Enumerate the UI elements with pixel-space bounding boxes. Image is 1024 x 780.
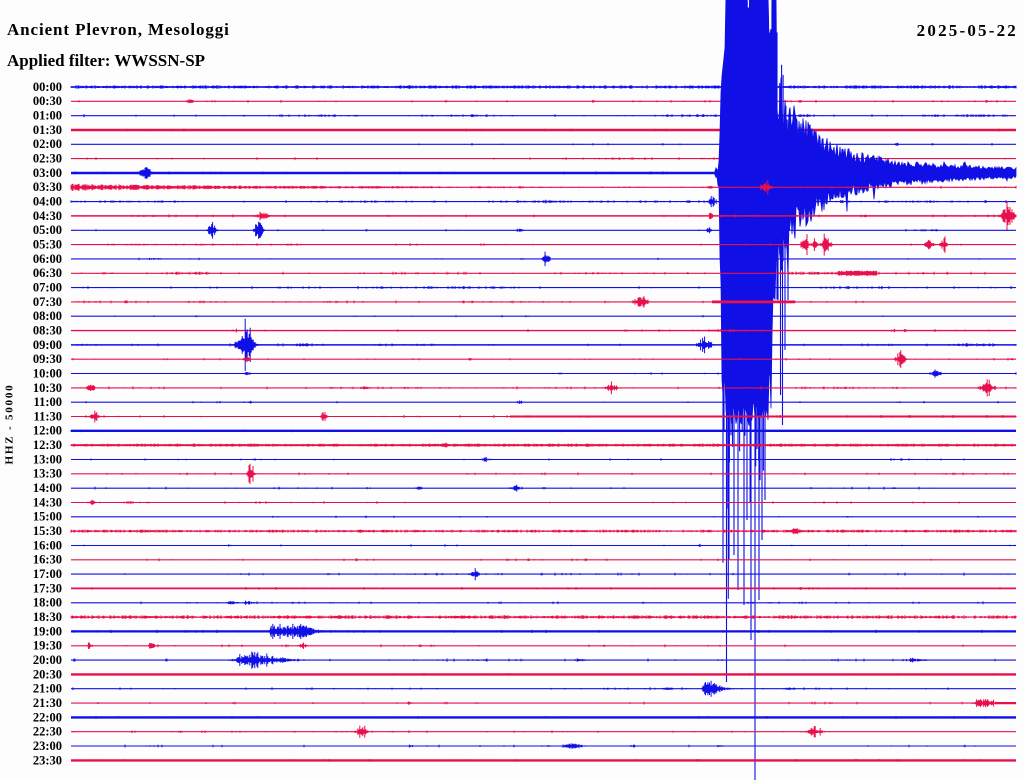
- svg-text:18:00: 18:00: [33, 596, 62, 610]
- svg-text:23:30: 23:30: [33, 753, 62, 767]
- svg-text:Ancient Plevron, Mesologgi: Ancient Plevron, Mesologgi: [7, 20, 230, 39]
- svg-text:00:30: 00:30: [33, 94, 62, 108]
- svg-text:2025-05-22: 2025-05-22: [917, 21, 1018, 40]
- svg-text:09:00: 09:00: [33, 338, 62, 352]
- svg-text:11:00: 11:00: [34, 395, 62, 409]
- svg-text:18:30: 18:30: [33, 610, 62, 624]
- svg-text:05:00: 05:00: [33, 223, 62, 237]
- svg-text:12:30: 12:30: [33, 438, 62, 452]
- svg-text:Applied filter: WWSSN-SP: Applied filter: WWSSN-SP: [7, 51, 205, 70]
- svg-text:19:00: 19:00: [33, 624, 62, 638]
- svg-text:04:30: 04:30: [33, 209, 62, 223]
- svg-text:22:30: 22:30: [33, 725, 62, 739]
- svg-text:HHZ - 50000: HHZ - 50000: [4, 384, 16, 465]
- svg-text:09:30: 09:30: [33, 352, 62, 366]
- svg-text:14:00: 14:00: [33, 481, 62, 495]
- svg-text:03:00: 03:00: [33, 166, 62, 180]
- svg-text:02:00: 02:00: [33, 137, 62, 151]
- svg-text:13:00: 13:00: [33, 452, 62, 466]
- svg-text:16:30: 16:30: [33, 553, 62, 567]
- svg-text:16:00: 16:00: [33, 538, 62, 552]
- svg-text:08:30: 08:30: [33, 324, 62, 338]
- svg-text:06:30: 06:30: [33, 266, 62, 280]
- svg-text:17:30: 17:30: [33, 581, 62, 595]
- svg-text:22:00: 22:00: [33, 710, 62, 724]
- svg-text:21:00: 21:00: [33, 682, 62, 696]
- svg-text:19:30: 19:30: [33, 639, 62, 653]
- svg-text:15:30: 15:30: [33, 524, 62, 538]
- svg-text:07:30: 07:30: [33, 295, 62, 309]
- svg-text:00:00: 00:00: [33, 80, 62, 94]
- svg-text:08:00: 08:00: [33, 309, 62, 323]
- svg-text:10:00: 10:00: [33, 366, 62, 380]
- svg-text:10:30: 10:30: [33, 381, 62, 395]
- svg-text:07:00: 07:00: [33, 281, 62, 295]
- svg-text:17:00: 17:00: [33, 567, 62, 581]
- svg-text:15:00: 15:00: [33, 510, 62, 524]
- svg-text:01:00: 01:00: [33, 109, 62, 123]
- svg-text:02:30: 02:30: [33, 152, 62, 166]
- svg-text:12:00: 12:00: [33, 424, 62, 438]
- svg-text:06:00: 06:00: [33, 252, 62, 266]
- svg-text:21:30: 21:30: [33, 696, 62, 710]
- svg-text:05:30: 05:30: [33, 238, 62, 252]
- svg-text:23:00: 23:00: [33, 739, 62, 753]
- svg-text:03:30: 03:30: [33, 180, 62, 194]
- svg-text:20:30: 20:30: [33, 667, 62, 681]
- svg-text:20:00: 20:00: [33, 653, 62, 667]
- svg-text:14:30: 14:30: [33, 495, 62, 509]
- svg-text:11:30: 11:30: [34, 409, 62, 423]
- svg-text:01:30: 01:30: [33, 123, 62, 137]
- svg-text:04:00: 04:00: [33, 195, 62, 209]
- svg-text:13:30: 13:30: [33, 467, 62, 481]
